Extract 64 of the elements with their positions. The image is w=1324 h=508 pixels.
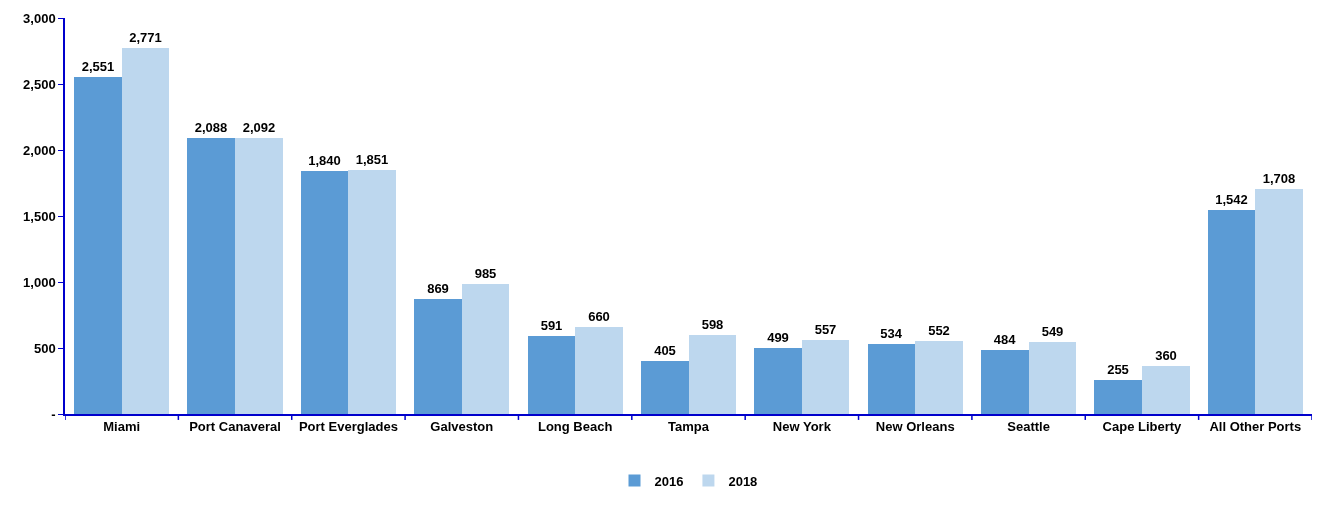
bar <box>462 284 509 414</box>
x-tick-label: All Other Ports <box>1209 419 1302 435</box>
data-label: 499 <box>767 330 789 345</box>
data-label: 360 <box>1155 348 1177 363</box>
x-tick-label: Port Canaveral <box>189 419 281 435</box>
bar <box>1029 342 1076 414</box>
data-label: 598 <box>701 317 724 332</box>
x-tick-label: Port Everglades <box>298 419 398 435</box>
data-label: 552 <box>928 323 950 338</box>
data-label: 255 <box>1107 362 1129 377</box>
y-tick-label: 3,000 <box>23 10 56 26</box>
data-label: 405 <box>654 343 676 358</box>
data-label: 1,840 <box>308 153 341 168</box>
data-label: 1,708 <box>1262 171 1296 186</box>
bar <box>414 299 462 414</box>
bar <box>754 348 802 414</box>
x-tick-label: New York <box>772 419 832 435</box>
data-label: 2,771 <box>129 30 162 45</box>
bar <box>981 350 1029 414</box>
bar <box>575 327 623 414</box>
data-label: 1,851 <box>355 152 389 167</box>
legend-label: 2016 <box>654 473 684 489</box>
x-tick-label: Galveston <box>430 419 494 435</box>
bar <box>1142 366 1190 414</box>
x-tick-label: New Orleans <box>875 419 955 435</box>
legend-label: 2018 <box>728 473 758 489</box>
bar <box>1255 189 1303 414</box>
bar <box>1208 210 1255 414</box>
data-label: 869 <box>427 281 449 296</box>
data-label: 1,542 <box>1215 192 1248 207</box>
bar <box>74 77 122 414</box>
bar <box>689 335 736 414</box>
x-tick-label: Miami <box>103 419 141 435</box>
bar <box>915 341 963 414</box>
y-tick-label: 1,000 <box>23 274 56 290</box>
bar <box>528 336 575 414</box>
data-label: 2,088 <box>194 120 228 135</box>
bar <box>348 170 396 414</box>
data-label: 660 <box>588 309 610 324</box>
bar <box>802 340 849 414</box>
bar <box>235 138 283 414</box>
y-tick-label: 2,500 <box>23 76 56 92</box>
data-label: 484 <box>993 332 1017 347</box>
bar <box>1094 380 1142 414</box>
y-tick-label: 1,500 <box>23 208 56 224</box>
bar <box>301 171 348 414</box>
y-tick-label: 500 <box>33 340 56 356</box>
data-label: 549 <box>1041 324 1064 339</box>
bar <box>187 138 235 414</box>
data-label: 2,092 <box>242 120 276 135</box>
bar <box>641 361 689 414</box>
data-label: 534 <box>880 326 903 341</box>
y-tick-label: - <box>51 406 56 422</box>
x-tick-label: Seattle <box>1007 419 1050 435</box>
data-label: 557 <box>814 322 837 337</box>
bar <box>122 48 169 414</box>
bar <box>868 344 915 414</box>
x-tick-label: Tampa <box>668 419 710 435</box>
data-label: 985 <box>474 266 497 281</box>
x-tick-label: Cape Liberty <box>1102 419 1183 435</box>
data-label: 2,551 <box>81 59 115 74</box>
data-label: 591 <box>540 318 563 333</box>
y-tick-label: 2,000 <box>23 142 56 158</box>
x-tick-label: Long Beach <box>537 419 613 435</box>
